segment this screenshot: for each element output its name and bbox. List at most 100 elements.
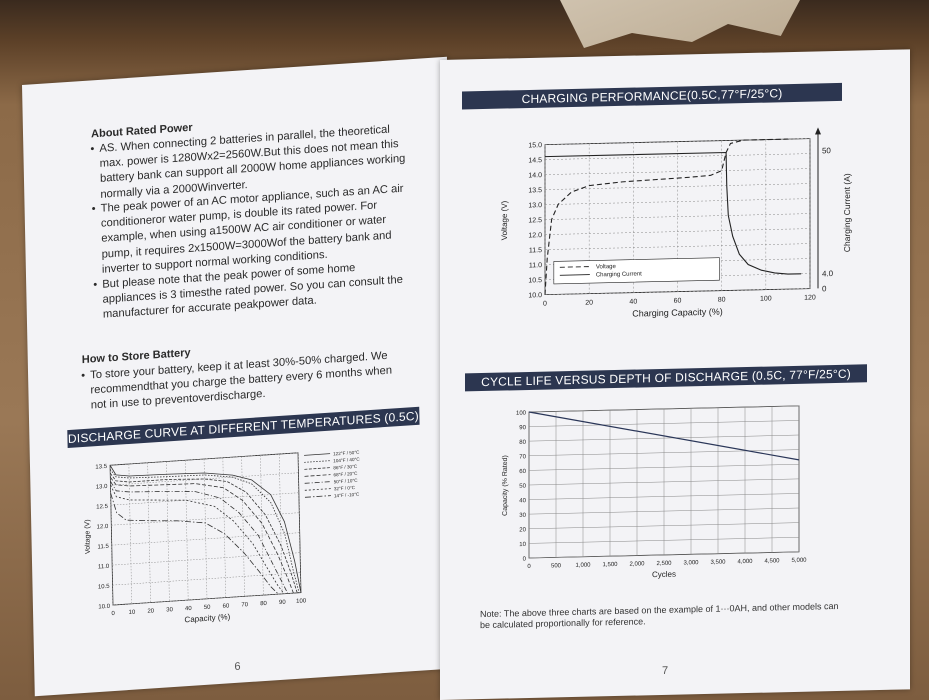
legend-swatch [304,488,331,491]
series-line [109,468,300,593]
series-line [528,411,800,461]
x-gridline [260,455,264,596]
manual-page-right: CHARGING PERFORMANCE(0.5C,77°F/25°C) 10.… [440,49,910,700]
x-tick-label: 90 [279,600,286,606]
y-gridline [545,153,810,160]
cycle-banner: CYCLE LIFE VERSUS DEPTH OF DISCHARGE (0.… [465,364,867,392]
y-gridline [111,532,300,546]
y-tick-label: 13.0 [96,484,108,491]
legend-swatch [559,266,590,268]
x-tick-label: 500 [551,563,562,569]
legend-swatch [559,274,590,276]
legend-swatch [304,460,331,463]
y-tick-label: 12.0 [528,232,542,239]
series-line [545,151,802,275]
legend-label: Voltage [596,264,617,270]
cycle-life-chart: 0 10 20 30 40 50 60 70 80 90 100 0 500 1,000 1,500 2,00… [502,405,807,580]
x-gridline [166,461,170,602]
y-tick-label: 15.0 [528,142,542,149]
x-tick-label: 1,000 [575,563,591,569]
y-tick-label: 12.0 [97,524,109,531]
y-gridline [529,551,799,559]
series-line [109,476,294,594]
series-line [544,138,788,295]
x-tick-label: 0 [543,301,547,308]
y-tick-label: 10.0 [528,292,542,299]
discharge-chart: 10.0 10.5 11.0 11.5 12.0 12.5 13.0 13.5 0 10 20 30 4… [84,450,360,625]
footnote: Note: The above three charts are based o… [480,600,839,631]
legend-swatch [304,474,331,477]
y-gridline [112,572,301,586]
y-tick-label: 11.5 [97,544,109,551]
manual-page-left: About Rated Power AS. When connecting 2 … [22,56,460,697]
x-tick-label: 10 [129,610,136,616]
y-tick-label: 90 [519,425,526,431]
x-axis-label: Charging Capacity (%) [632,307,723,319]
y-gridline [112,592,301,606]
y-tick-label: 60 [519,469,526,475]
x-gridline [184,460,189,601]
y-tick-label: 11.5 [529,247,542,254]
x-tick-label: 20 [147,608,154,614]
charging-banner: CHARGING PERFORMANCE(0.5C,77°F/25°C) [462,82,842,110]
x-tick-label: 40 [185,606,192,612]
y-tick-label: 10 [519,542,526,548]
y-tick-label: 13.0 [528,202,542,209]
y-axis-label: Voltage (V) [500,200,509,240]
x-gridline [128,463,133,604]
legend-label: 50°F / 10°C [334,478,359,485]
x-tick-label: 20 [585,300,593,307]
y-tick-label: 13.5 [95,464,107,471]
y-gridline [545,213,810,220]
x-tick-label: 60 [674,298,682,305]
legend-label: 68°F / 20°C [333,471,358,478]
x-tick-label: 4,500 [764,558,780,564]
legend-swatch [304,495,331,498]
page-number-left: 6 [234,660,241,674]
legend-label: 86°F / 30°C [333,464,358,471]
x-tick-label: 100 [296,598,307,605]
x-tick-label: 50 [204,605,211,611]
y2-tick-label: 50 [822,146,831,155]
y-tick-label: 70 [519,454,526,460]
x-tick-label: 4,000 [737,559,753,565]
y-tick-label: 40 [519,498,526,504]
series-line [109,472,298,593]
x-tick-label: 30 [166,607,173,613]
series-line [109,465,302,593]
x-gridline [203,458,208,599]
x-tick-label: 80 [718,297,726,304]
series-line [110,493,279,595]
x-tick-label: 70 [241,602,248,608]
x-tick-label: 60 [223,603,230,609]
x-tick-label: 0 [527,564,531,570]
x-axis-label: Capacity (%) [184,612,230,624]
y-tick-label: 12.5 [96,504,108,511]
y-axis-label: Capacity (% Rated) [502,455,509,516]
y-tick-label: 10.5 [528,277,542,284]
y2-axis-label: Charging Current (A) [842,173,852,252]
y-tick-label: 14.0 [528,172,542,179]
y-tick-label: 50 [519,484,526,490]
page-number-right: 7 [662,664,669,677]
x-axis-label: Cycles [652,570,676,580]
charging-chart: 10.0 10.5 11.0 11.5 12.0 12.5 13.0 13.5 14.0 14.5… [500,127,852,319]
y-tick-label: 11.0 [529,262,542,269]
y-tick-label: 10.5 [98,584,110,591]
y-tick-label: 14.5 [528,157,542,164]
y-tick-label: 0 [523,557,527,563]
y-axis-label: Voltage (V) [84,519,92,554]
x-gridline [222,457,227,598]
legend-label: 122°F / 50°C [333,450,360,457]
legend-label: Charging Current [596,271,642,278]
x-tick-label: 1,500 [602,562,618,568]
y-tick-label: 100 [516,411,527,417]
y-tick-label: 11.0 [98,564,110,571]
x-tick-label: 2,500 [656,561,672,567]
x-tick-label: 3,500 [710,560,726,566]
x-gridline [297,452,302,593]
legend-label: 32°F / 0°C [334,485,356,491]
x-tick-label: 80 [260,601,267,607]
y2-tick-label: 0 [822,284,827,293]
x-gridline [241,456,245,597]
